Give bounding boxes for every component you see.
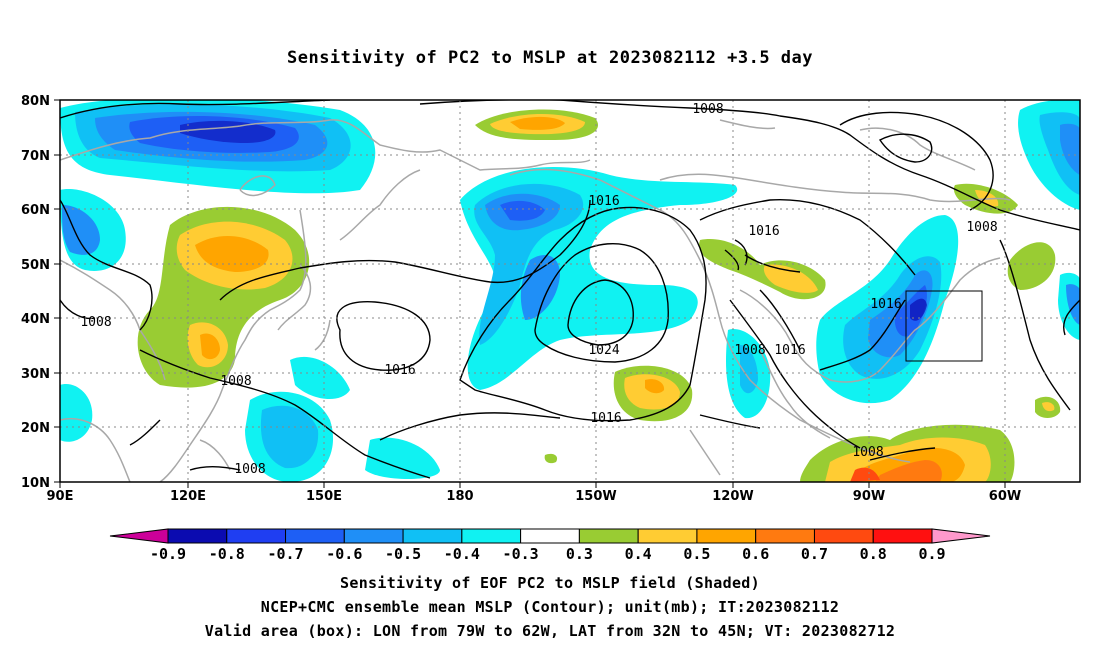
- y-tick-label: 40N: [21, 312, 50, 327]
- colorbar-left-arrow: [109, 528, 169, 544]
- contour-label: 1024: [588, 343, 619, 358]
- axis-ticks: [54, 99, 1006, 488]
- colorbar-swatch: [226, 528, 287, 544]
- colorbar-swatch: [755, 528, 815, 544]
- y-tick-label: 70N: [21, 149, 50, 164]
- x-tick-label: 90W: [853, 489, 885, 504]
- y-axis-labels: 10N 20N 30N 40N 50N 60N 70N 80N: [21, 94, 50, 491]
- contour-label: 1008: [734, 343, 765, 358]
- graticule: [60, 100, 1080, 482]
- colorbar-label: 0.9: [918, 545, 945, 563]
- y-tick-label: 60N: [21, 203, 50, 218]
- x-tick-label: 150W: [575, 489, 616, 504]
- coastlines: [60, 119, 1011, 482]
- colorbar-label: 0.6: [742, 545, 769, 563]
- colorbar-right-arrow: [931, 528, 991, 544]
- colorbar-label: -0.4: [444, 545, 480, 563]
- x-tick-label: 60W: [989, 489, 1021, 504]
- colorbar-label: 0.3: [566, 545, 593, 563]
- contour-label: 1016: [748, 224, 779, 239]
- colorbar-label: 0.4: [625, 545, 652, 563]
- contour-label: 1016: [870, 297, 901, 312]
- contour-label: 1008: [966, 220, 997, 235]
- y-tick-label: 80N: [21, 94, 50, 109]
- colorbar-label: -0.6: [326, 545, 362, 563]
- footer-line-2: NCEP+CMC ensemble mean MSLP (Contour); u…: [260, 598, 840, 616]
- contour-label: 1008: [220, 374, 251, 389]
- colorbar-swatch: [813, 528, 874, 544]
- colorbar-swatch: [637, 528, 698, 544]
- footer-line-3: Valid area (box): LON from 79W to 62W, L…: [204, 622, 896, 640]
- colorbar-label: 0.7: [801, 545, 828, 563]
- colorbar-swatch: [167, 528, 228, 544]
- y-tick-label: 50N: [21, 258, 50, 273]
- colorbar: -0.9 -0.8 -0.7 -0.6 -0.5 -0.4 -0.3 0.3 0.4 0.5 0.6…: [109, 528, 991, 563]
- colorbar-label: -0.5: [385, 545, 421, 563]
- map-plot-area: 1008 1016 1016 1008 1008 1008 1016 1024 …: [60, 100, 1080, 482]
- colorbar-swatch: [578, 528, 639, 544]
- colorbar-swatch: [402, 528, 463, 544]
- x-tick-label: 120E: [170, 489, 206, 504]
- x-axis-labels: 90E 120E 150E 180 150W 120W 90W 60W: [47, 489, 1022, 504]
- x-tick-label: 90E: [47, 489, 74, 504]
- colorbar-label: -0.7: [267, 545, 303, 563]
- x-tick-label: 120W: [712, 489, 753, 504]
- colorbar-swatch: [285, 528, 345, 544]
- colorbar-label: 0.5: [683, 545, 710, 563]
- contour-labels: 1008 1016 1016 1008 1008 1008 1016 1024 …: [80, 102, 997, 477]
- contour-label: 1016: [588, 194, 619, 209]
- colorbar-swatch: [872, 528, 933, 544]
- contour-label: 1016: [774, 343, 805, 358]
- colorbar-label: -0.8: [209, 545, 245, 563]
- colorbar-swatch: [696, 528, 757, 544]
- colorbar-label: 0.8: [860, 545, 887, 563]
- contour-label: 1008: [852, 445, 883, 460]
- colorbar-swatch: [343, 528, 404, 544]
- contour-label: 1008: [234, 462, 265, 477]
- colorbar-swatch: [520, 528, 580, 544]
- y-tick-label: 30N: [21, 367, 50, 382]
- footer-line-1: Sensitivity of EOF PC2 to MSLP field (Sh…: [340, 574, 760, 592]
- contour-label: 1016: [384, 363, 415, 378]
- shaded-sensitivity: [60, 100, 1080, 482]
- contour-label: 1008: [80, 315, 111, 330]
- colorbar-label: -0.9: [150, 545, 186, 563]
- y-tick-label: 20N: [21, 421, 50, 436]
- colorbar-label: -0.3: [503, 545, 539, 563]
- x-tick-label: 180: [446, 489, 473, 504]
- valid-area-box: [905, 290, 983, 362]
- y-tick-label: 10N: [21, 476, 50, 491]
- contour-label: 1008: [692, 102, 723, 117]
- contour-label: 1016: [590, 411, 621, 426]
- map-frame: [59, 99, 1081, 483]
- x-tick-label: 150E: [306, 489, 342, 504]
- chart-title: Sensitivity of PC2 to MSLP at 2023082112…: [286, 48, 813, 68]
- colorbar-swatch: [461, 528, 522, 544]
